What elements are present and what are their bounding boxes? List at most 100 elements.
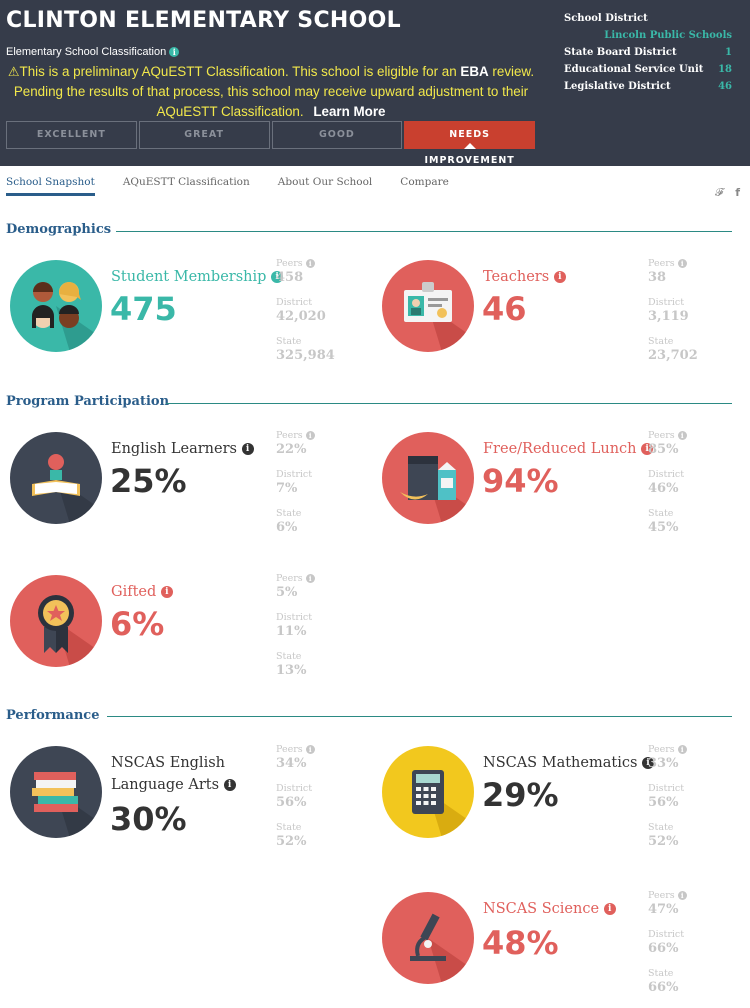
- state-label: State: [276, 651, 302, 662]
- district-value: 56%: [648, 795, 679, 810]
- peers-label: Peers i: [276, 430, 366, 442]
- metric-value: 29%: [482, 776, 559, 814]
- district-info-label: Legislative District: [564, 81, 671, 92]
- district-info-row: State Board District 1: [564, 44, 732, 61]
- rating-needs-improvement[interactable]: NEEDS IMPROVEMENT: [404, 121, 535, 166]
- tab-compare[interactable]: Compare: [400, 176, 449, 188]
- state-label: State: [276, 336, 302, 347]
- page-title: CLINTON ELEMENTARY SCHOOL: [6, 8, 401, 33]
- district-info-value: 1: [725, 47, 732, 58]
- metric-value: 48%: [482, 924, 559, 962]
- section-tabs: School Snapshot AQuESTT Classification A…: [6, 176, 477, 196]
- section-program-participation: Program Participation: [6, 394, 170, 409]
- rating-great[interactable]: GREAT: [138, 121, 270, 149]
- peers-value: 22%: [276, 442, 307, 457]
- metric-title-line-1: NSCAS English: [111, 755, 225, 771]
- state-value: 325,984: [276, 348, 335, 363]
- state-label: State: [648, 968, 674, 979]
- calculator-icon: [382, 746, 474, 838]
- state-label: State: [648, 508, 674, 519]
- info-icon[interactable]: i: [271, 271, 284, 283]
- district-label: District: [648, 929, 685, 940]
- classification-rating-bar: EXCELLENT GREAT GOOD NEEDS IMPROVEMENT: [6, 121, 535, 166]
- district-info-panel: School District Lincoln Public Schools S…: [564, 10, 732, 95]
- school-district-row: School District: [564, 10, 732, 27]
- comparison-stats: Peers i 22% District 7% State 6%: [276, 430, 366, 547]
- district-label: District: [648, 469, 685, 480]
- metric-gifted: Gifted i 6% Peers i 5% District 11% Stat…: [6, 573, 366, 705]
- peers-value: 458: [276, 270, 304, 285]
- section-demographics: Demographics: [6, 222, 112, 237]
- info-icon[interactable]: i: [223, 779, 236, 791]
- state-value: 6%: [276, 520, 298, 535]
- state-label: State: [276, 508, 302, 519]
- metric-title-text: NSCAS Science: [483, 901, 600, 917]
- school-district-value[interactable]: Lincoln Public Schools: [604, 30, 732, 41]
- section-divider: [166, 403, 732, 404]
- peers-label: Peers i: [648, 430, 738, 442]
- metric-title-text: English Learners: [111, 441, 237, 457]
- id-badge-icon: [382, 260, 474, 352]
- metric-free-reduced-lunch: Free/Reduced Lunch i 94% Peers i 85% Dis…: [378, 430, 738, 562]
- district-info-label: State Board District: [564, 47, 677, 58]
- metric-value: 30%: [110, 800, 187, 838]
- district-info-row: Educational Service Unit 18: [564, 61, 732, 78]
- metric-value: 25%: [110, 462, 187, 500]
- metric-nscas-ela: NSCAS English Language Arts i 30% Peers …: [6, 744, 366, 876]
- books-stack-icon: [10, 746, 102, 838]
- metric-title-text: Student Membership: [111, 269, 267, 285]
- peers-value: 38: [648, 270, 667, 285]
- rating-good[interactable]: GOOD: [271, 121, 403, 149]
- peers-label: Peers i: [648, 890, 738, 902]
- reader-book-icon: [10, 432, 102, 524]
- tab-about-our-school[interactable]: About Our School: [277, 176, 373, 188]
- learn-more-link[interactable]: Learn More: [313, 104, 386, 119]
- classification-label-text: Elementary School Classification: [6, 46, 167, 58]
- peers-label: Peers i: [276, 744, 366, 756]
- district-value: 56%: [276, 795, 307, 810]
- info-icon[interactable]: i: [603, 903, 616, 915]
- students-icon: [10, 260, 102, 352]
- info-icon[interactable]: i: [241, 443, 254, 455]
- metric-value: 46: [482, 290, 527, 328]
- tab-school-snapshot[interactable]: School Snapshot: [6, 176, 95, 196]
- facebook-icon[interactable]: f: [735, 186, 740, 199]
- metric-title-line-2: Language Arts i: [111, 774, 236, 796]
- notice-text-1: This is a preliminary AQuESTT Classifica…: [19, 64, 457, 79]
- classification-label: Elementary School Classification i: [6, 46, 180, 58]
- info-icon[interactable]: i: [160, 586, 173, 598]
- rating-excellent[interactable]: EXCELLENT: [6, 121, 137, 149]
- district-label: District: [276, 783, 313, 794]
- peers-value: 34%: [276, 756, 307, 771]
- district-label: District: [276, 297, 313, 308]
- metric-english-learners: English Learners i 25% Peers i 22% Distr…: [6, 430, 366, 562]
- peers-value: 5%: [276, 585, 298, 600]
- school-header: CLINTON ELEMENTARY SCHOOL Elementary Sch…: [0, 0, 750, 166]
- info-icon[interactable]: i: [641, 443, 654, 455]
- metric-title: English Learners i: [111, 438, 254, 460]
- twitter-icon[interactable]: 𝓕: [715, 186, 724, 199]
- state-label: State: [276, 822, 302, 833]
- metric-title: Free/Reduced Lunch i: [483, 438, 654, 460]
- metric-nscas-science: NSCAS Science i 48% Peers i 47% District…: [378, 890, 738, 1008]
- district-value: 46%: [648, 481, 679, 496]
- comparison-stats: Peers i 38 District 3,119 State 23,702: [648, 258, 738, 375]
- tab-aquestt-classification[interactable]: AQuESTT Classification: [122, 176, 250, 188]
- award-ribbon-icon: [10, 575, 102, 667]
- metric-nscas-math: NSCAS Mathematics i 29% Peers i 33% Dist…: [378, 744, 738, 876]
- lunch-bag-icon: [382, 432, 474, 524]
- comparison-stats: Peers i 458 District 42,020 State 325,98…: [276, 258, 366, 375]
- info-icon[interactable]: i: [553, 271, 566, 283]
- district-value: 66%: [648, 941, 679, 956]
- notice-eba: EBA: [460, 64, 489, 79]
- microscope-icon: [382, 892, 474, 984]
- district-info-label: Educational Service Unit: [564, 64, 704, 75]
- info-icon[interactable]: i: [169, 47, 180, 58]
- info-icon[interactable]: i: [642, 757, 654, 769]
- comparison-stats: Peers i 47% District 66% State 66%: [648, 890, 738, 1007]
- district-info-value: 46: [718, 81, 732, 92]
- preliminary-notice: ⚠This is a preliminary AQuESTT Classific…: [6, 62, 536, 122]
- district-label: District: [276, 612, 313, 623]
- metric-value: 475: [110, 290, 177, 328]
- district-value: 42,020: [276, 309, 326, 324]
